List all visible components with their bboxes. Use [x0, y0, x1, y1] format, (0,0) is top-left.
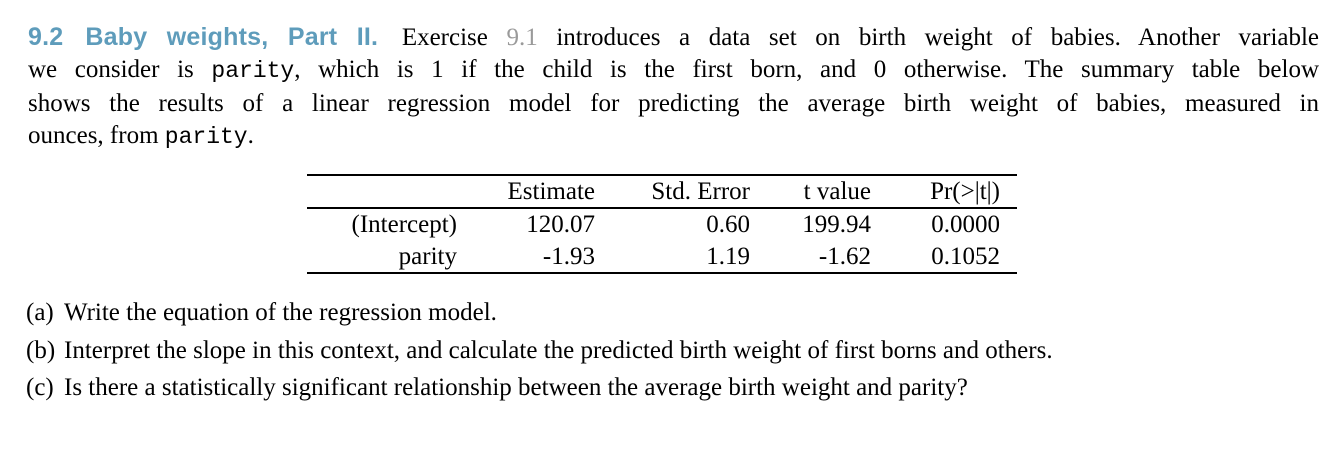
intro-text: , which is 1 if the child is the first b…: [294, 56, 1320, 84]
question-item-b: (b) Interpret the slope in this context,…: [26, 332, 1318, 370]
row-label-intercept: (Intercept): [351, 211, 457, 238]
question-text-a: Write the equation of the regression mod…: [64, 299, 497, 326]
cell-parity-estimate: -1.93: [542, 242, 595, 270]
inline-code-parity: parity: [211, 58, 295, 85]
question-label-a: (a): [26, 299, 54, 326]
exercise-number: 9.2: [28, 23, 64, 51]
cell-parity-std-error: 1.19: [706, 242, 750, 270]
cell-intercept-p-value: 0.0000: [931, 211, 1000, 238]
column-header-t-value: t value: [750, 175, 871, 209]
column-header-p-value: Pr(>|t|): [871, 175, 1017, 209]
intro-text-pre-ref: Exercise: [401, 24, 488, 51]
cell-parity-t-value: -1.62: [818, 242, 871, 270]
cell-intercept-t-value: 199.94: [802, 211, 871, 238]
question-text-c: Is there a statistically significant rel…: [64, 374, 968, 402]
intro-text-post-ref: introduces a data set on birth weight of…: [556, 24, 1320, 51]
question-label-c: (c): [26, 374, 54, 402]
table-row-parity: parity -1.93 1.19 -1.62 0.1052: [307, 241, 1017, 274]
row-label-parity: parity: [398, 242, 457, 270]
intro-text: .: [247, 122, 254, 150]
inline-code-parity: parity: [164, 124, 248, 151]
question-item-c: (c) Is there a statistically significant…: [26, 369, 1318, 407]
intro-line-3: shows the results of a linear regression…: [28, 88, 1319, 120]
intro-text: shows the results of a linear regression…: [28, 89, 1319, 117]
intro-text: we consider is: [28, 56, 194, 84]
intro-line-2: we consider is parity, which is 1 if the…: [28, 54, 1319, 87]
table-header-row: Estimate Std. Error t value Pr(>|t|): [307, 175, 1017, 209]
exercise-ref-link[interactable]: 9.1: [506, 24, 538, 51]
question-item-a: (a) Write the equation of the regression…: [26, 294, 1318, 332]
column-header-estimate: Estimate: [457, 175, 595, 209]
cell-parity-p-value: 0.1052: [931, 242, 1000, 270]
column-header-term: [307, 175, 457, 209]
intro-line-4: ounces, from parity.: [28, 120, 1319, 153]
regression-table: Estimate Std. Error t value Pr(>|t|) (In…: [307, 174, 1017, 274]
exercise-title: Baby weights, Part II.: [85, 23, 379, 51]
cell-intercept-std-error: 0.60: [706, 211, 750, 238]
cell-intercept-estimate: 120.07: [526, 211, 595, 238]
intro-line-1: 9.2 Baby weights, Part II. Exercise 9.1 i…: [28, 21, 1319, 54]
table-row-intercept: (Intercept) 120.07 0.60 199.94 0.0000: [307, 208, 1017, 241]
question-text-b: Interpret the slope in this context, and…: [64, 336, 1053, 364]
question-label-b: (b): [26, 336, 56, 364]
exercise-paragraph: 9.2 Baby weights, Part II. Exercise 9.1 i…: [28, 21, 1319, 154]
questions-list: (a) Write the equation of the regression…: [26, 294, 1318, 407]
column-header-std-error: Std. Error: [595, 175, 750, 209]
intro-text: ounces, from: [28, 122, 159, 150]
